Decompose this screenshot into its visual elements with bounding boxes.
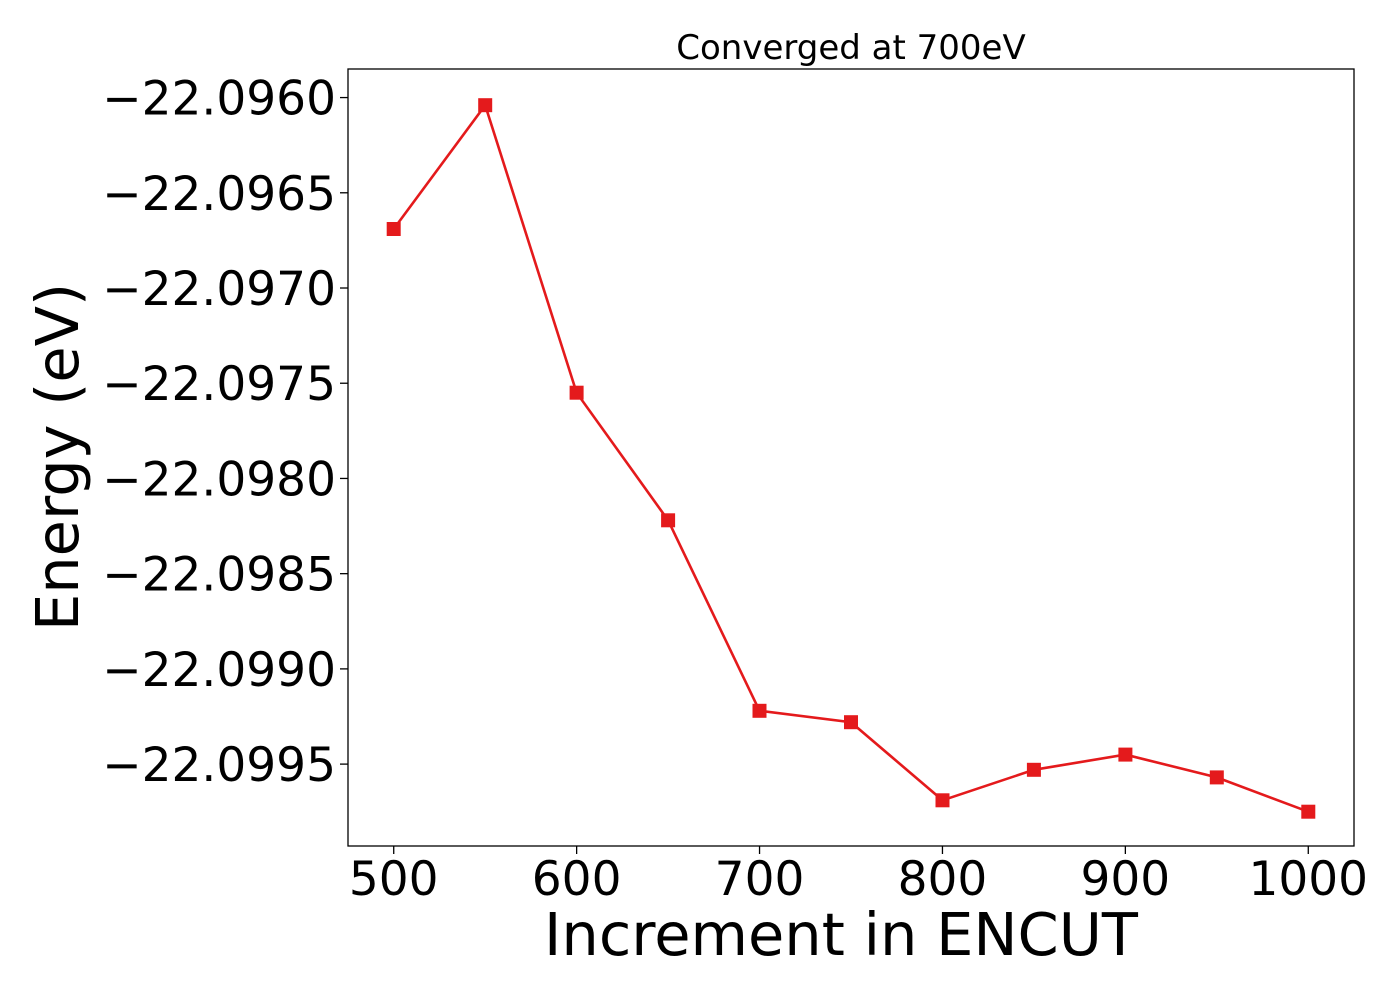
y-tick-label: −22.0965 xyxy=(102,167,336,222)
data-point xyxy=(661,513,676,528)
y-tick-label: −22.0970 xyxy=(102,262,336,317)
x-tick-label: 500 xyxy=(349,852,439,907)
y-tick-label: −22.0975 xyxy=(102,357,336,412)
y-tick-label: −22.0990 xyxy=(102,643,336,698)
data-point xyxy=(935,793,950,808)
data-point xyxy=(1209,770,1224,785)
y-tick-label: −22.0995 xyxy=(102,738,336,793)
chart-title: Converged at 700eV xyxy=(676,28,1025,68)
x-tick-label: 700 xyxy=(715,852,805,907)
y-tick-label: −22.0985 xyxy=(102,548,336,603)
data-point xyxy=(1026,762,1041,777)
data-point xyxy=(1118,747,1133,762)
data-point xyxy=(386,222,401,236)
x-tick-label: 900 xyxy=(1081,852,1171,907)
data-point xyxy=(752,703,767,718)
y-tick-label: −22.0980 xyxy=(102,452,336,507)
plot-frame xyxy=(347,68,1355,847)
data-point xyxy=(569,385,584,400)
data-point xyxy=(844,715,858,730)
x-tick-label: 600 xyxy=(532,852,622,907)
y-tick-label: −22.0960 xyxy=(102,72,336,127)
y-axis-title: Energy (eV) xyxy=(23,283,92,631)
y-axis: −22.0960 −22.0965 −22.0970 −22.0975 −22.0980… xyxy=(102,72,348,793)
data-point xyxy=(478,98,493,113)
data-point xyxy=(1301,804,1316,819)
x-tick-label: 800 xyxy=(898,852,988,907)
x-tick-label: 1000 xyxy=(1248,852,1368,907)
x-axis: 500 600 700 800 900 1000 xyxy=(349,846,1368,907)
x-axis-title: Increment in ENCUT xyxy=(544,900,1139,969)
series-line xyxy=(392,102,1309,813)
data-layer xyxy=(386,98,1316,819)
